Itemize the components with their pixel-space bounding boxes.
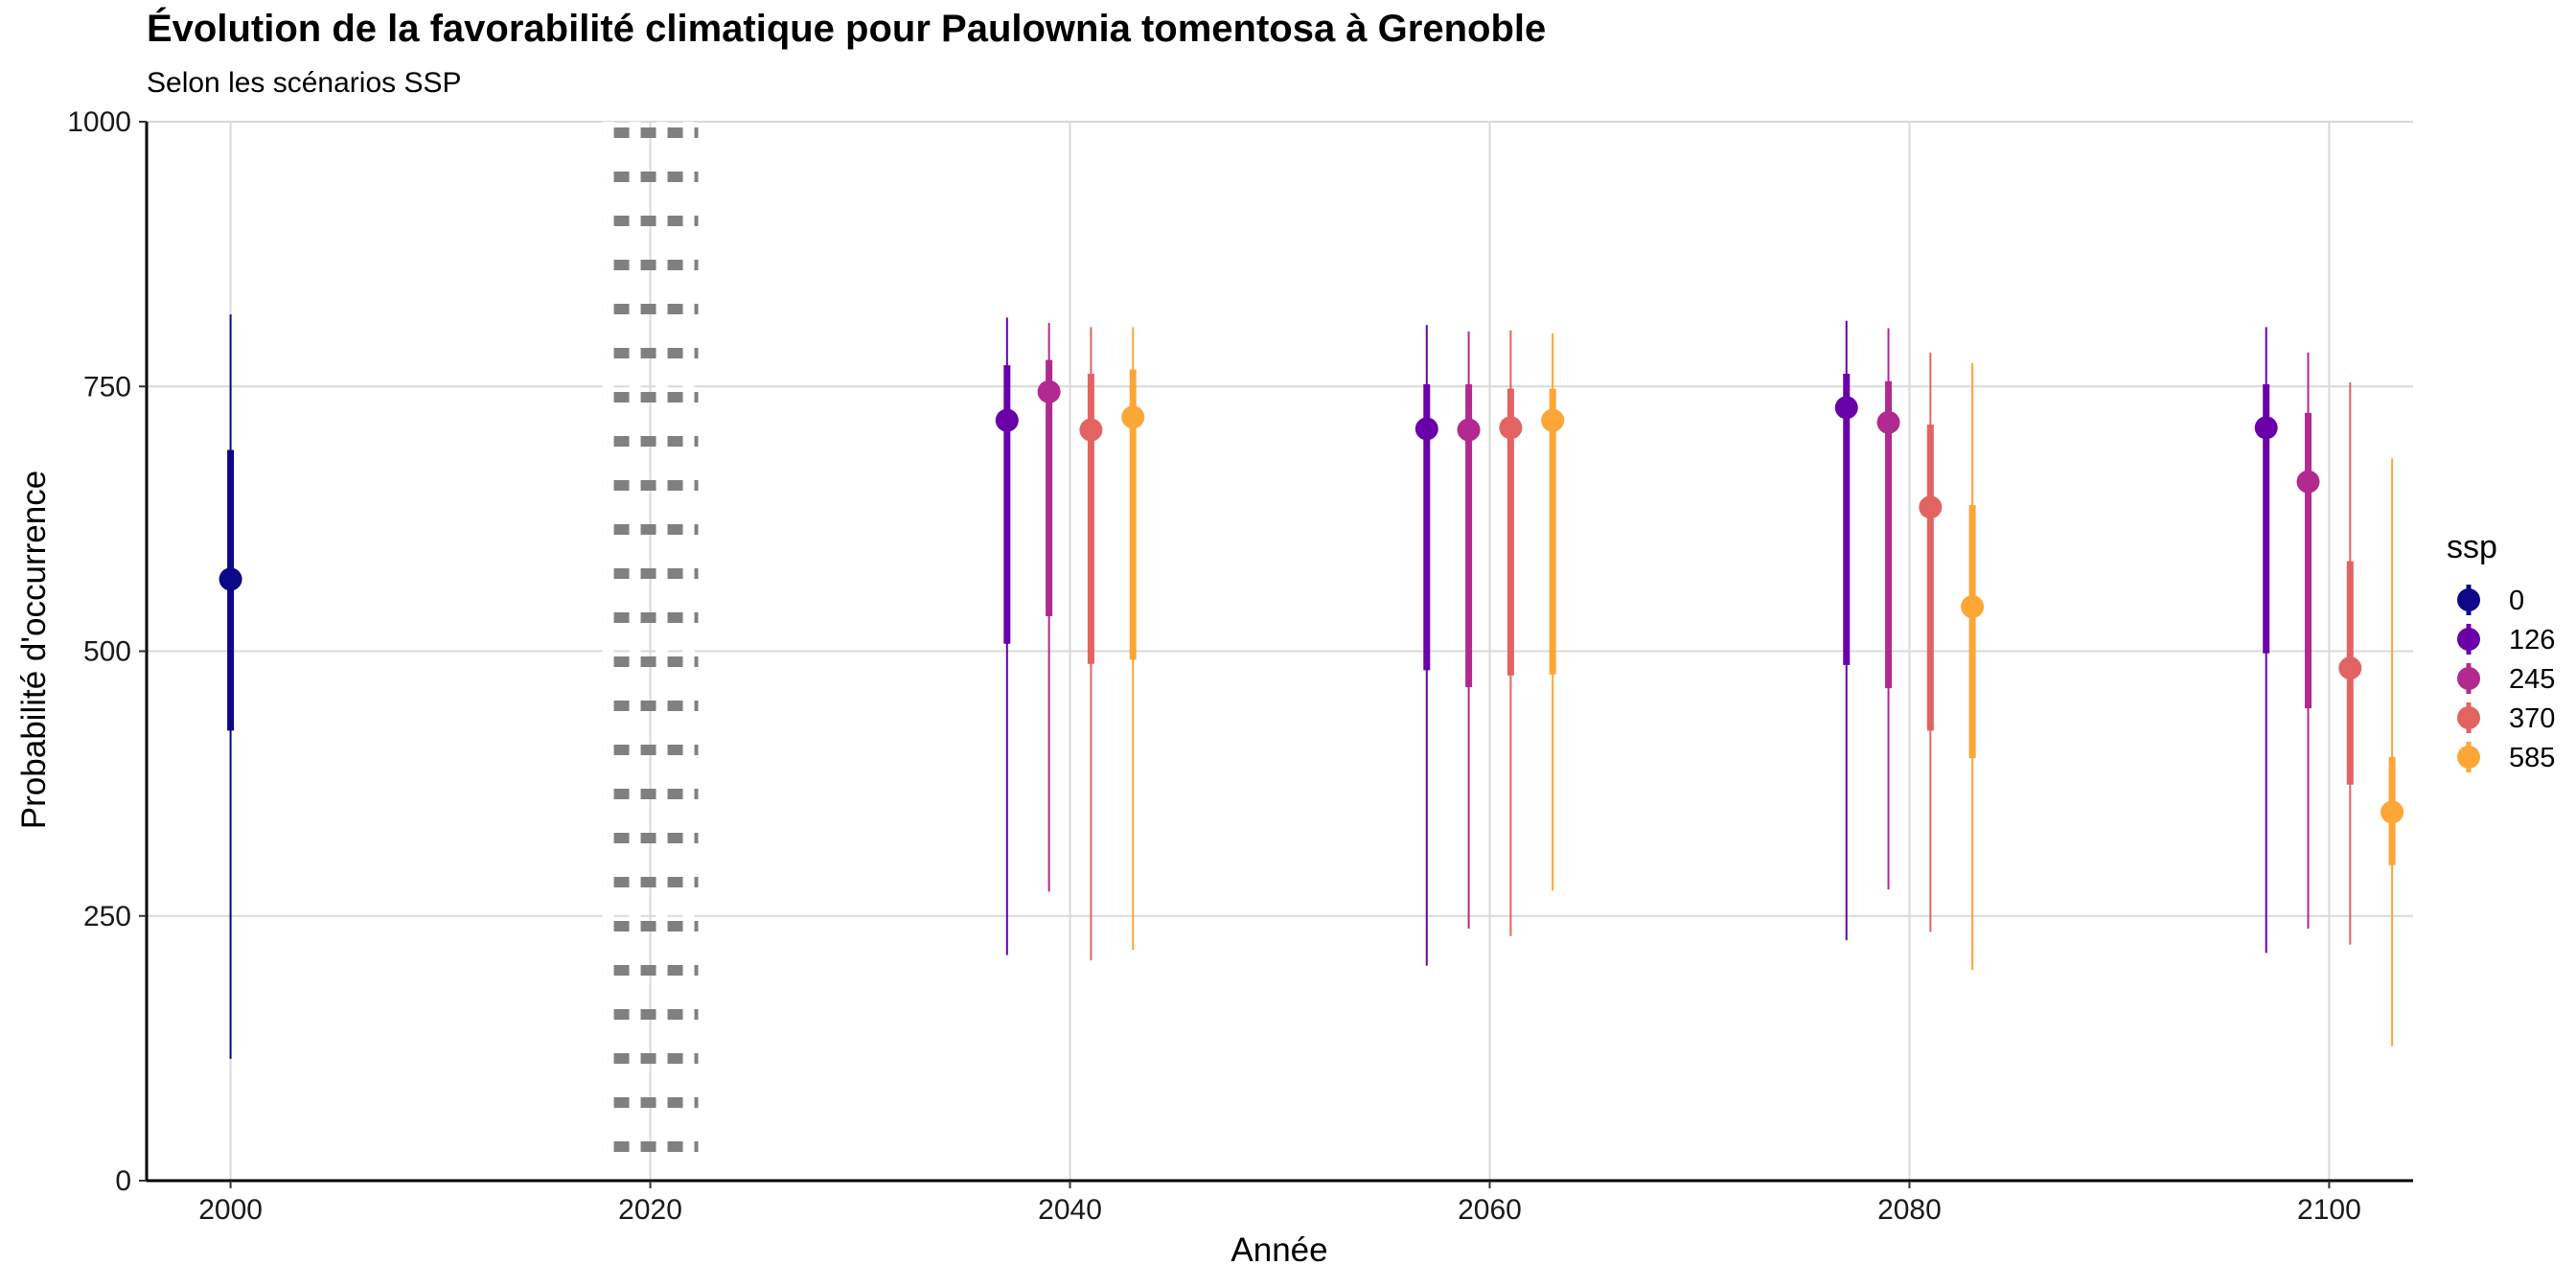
- point-ssp-370: [1079, 418, 1103, 442]
- point-ssp-245: [1457, 418, 1481, 442]
- point-ssp-245: [2296, 470, 2320, 494]
- point-ssp-370: [1919, 495, 1943, 519]
- x-axis-title: Année: [1230, 1231, 1327, 1269]
- x-tick-label: 2100: [2297, 1194, 2361, 1226]
- y-axis-title: Probabilité d'occurrence: [15, 471, 53, 829]
- axis-layer: 0 250 500 750 1000 2000 2020 2040 2060 2080 2100: [67, 106, 2413, 1226]
- reference-line-gap: [629, 122, 641, 1181]
- y-tick-label: 0: [115, 1165, 131, 1197]
- point-ssp-126: [2254, 416, 2278, 440]
- reference-line-gap: [656, 122, 668, 1181]
- point-ssp-585: [1541, 408, 1565, 432]
- y-tick-label: 1000: [67, 106, 131, 138]
- x-tick-label: 2000: [198, 1194, 263, 1226]
- y-tick-label: 750: [83, 371, 131, 402]
- chart-subtitle: Selon les scénarios SSP: [147, 67, 462, 99]
- chart-title: Évolution de la favorabilité climatique …: [147, 8, 1547, 50]
- marks-layer: [218, 314, 2404, 1059]
- x-tick-label: 2020: [618, 1194, 682, 1226]
- legend-label-ssp-245: 245: [2509, 664, 2555, 695]
- y-tick-label: 250: [83, 901, 131, 932]
- x-tick-label: 2040: [1038, 1194, 1102, 1226]
- legend-label-ssp-585: 585: [2509, 743, 2555, 773]
- legend-key-ssp-370: [2457, 706, 2480, 729]
- point-ssp-0: [218, 567, 242, 591]
- point-ssp-245: [1876, 410, 1900, 434]
- reference-line-gap: [682, 122, 695, 1181]
- reference-line-gap: [602, 122, 614, 1181]
- point-ssp-370: [2338, 656, 2362, 680]
- legend-key-ssp-245: [2457, 667, 2480, 690]
- x-tick-label: 2060: [1458, 1194, 1522, 1226]
- point-ssp-126: [1414, 417, 1438, 441]
- legend-title: ssp: [2447, 529, 2497, 565]
- legend: ssp 0 126 245 370 585: [2447, 529, 2555, 773]
- legend-key-ssp-126: [2457, 628, 2480, 651]
- legend-label-ssp-370: 370: [2509, 703, 2555, 734]
- grid-layer: [147, 121, 2413, 1182]
- legend-label-ssp-126: 126: [2509, 625, 2555, 656]
- point-ssp-126: [995, 408, 1019, 432]
- reference-line-layer: [602, 122, 699, 1184]
- y-tick-label: 500: [83, 636, 131, 668]
- legend-label-ssp-0: 0: [2509, 586, 2524, 616]
- point-ssp-585: [1121, 405, 1145, 429]
- x-tick-label: 2080: [1877, 1194, 1942, 1226]
- legend-key-ssp-0: [2457, 588, 2480, 611]
- point-ssp-126: [1834, 396, 1858, 420]
- point-ssp-370: [1499, 416, 1523, 440]
- point-ssp-585: [2380, 800, 2404, 824]
- point-ssp-245: [1037, 380, 1061, 403]
- point-ssp-585: [1961, 595, 1985, 619]
- legend-key-ssp-585: [2457, 746, 2480, 769]
